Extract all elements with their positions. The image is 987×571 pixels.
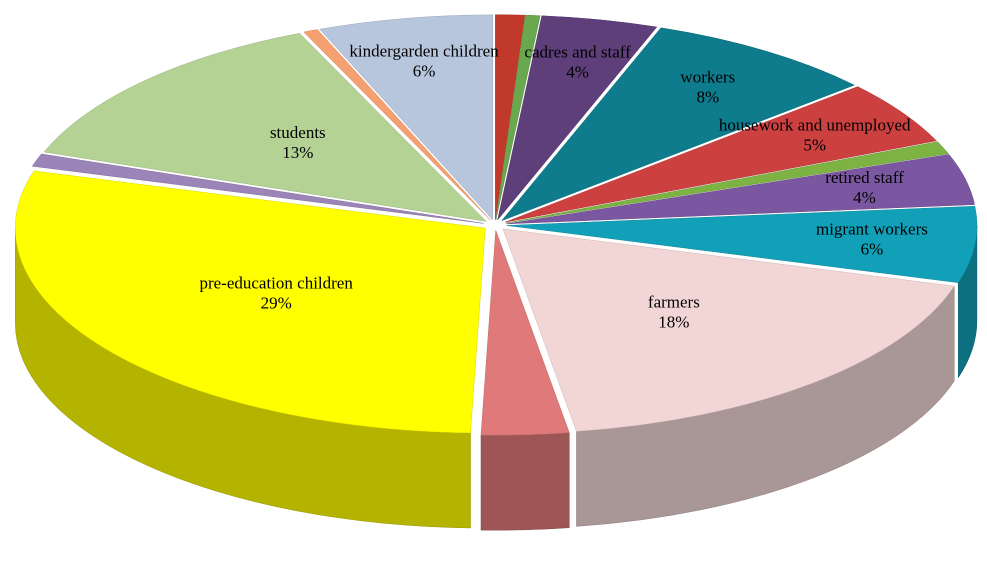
slice	[43, 33, 487, 222]
slice-label: farmers	[648, 292, 700, 311]
slice	[497, 15, 658, 221]
slice-label: pre-education children	[199, 273, 353, 292]
slice	[495, 14, 526, 220]
slice-value-label: 6%	[861, 239, 884, 258]
slice-label: workers	[680, 67, 735, 86]
slice-tops	[15, 14, 978, 436]
slice-value-label: 5%	[803, 135, 826, 154]
slice	[502, 228, 955, 432]
slice	[31, 153, 484, 224]
slice	[480, 230, 570, 436]
slice-value-label: 29%	[261, 293, 292, 312]
slice-value-label: 8%	[696, 87, 719, 106]
slice	[500, 27, 855, 222]
slice	[506, 154, 975, 225]
slice-sides	[15, 225, 978, 531]
slice	[495, 14, 541, 220]
slice-label: kindergarden children	[349, 42, 499, 61]
slice	[506, 205, 978, 283]
slice-label: students	[270, 123, 326, 142]
slice	[506, 141, 949, 224]
slice-value-label: 4%	[566, 63, 589, 82]
slice-label: migrant workers	[816, 219, 928, 238]
slice-label: retired staff	[825, 168, 904, 187]
slice	[505, 86, 937, 223]
slice-value-label: 13%	[282, 143, 313, 162]
slice	[319, 14, 494, 221]
slice-value-label: 18%	[658, 312, 689, 331]
slice-value-label: 6%	[413, 62, 436, 81]
slice-label: housework and unemployed	[719, 115, 911, 134]
slice-value-label: 4%	[853, 188, 876, 207]
slice-side	[480, 432, 570, 531]
slice-label: cadres and staff	[524, 43, 631, 62]
slice	[15, 170, 486, 434]
slice	[303, 29, 491, 221]
